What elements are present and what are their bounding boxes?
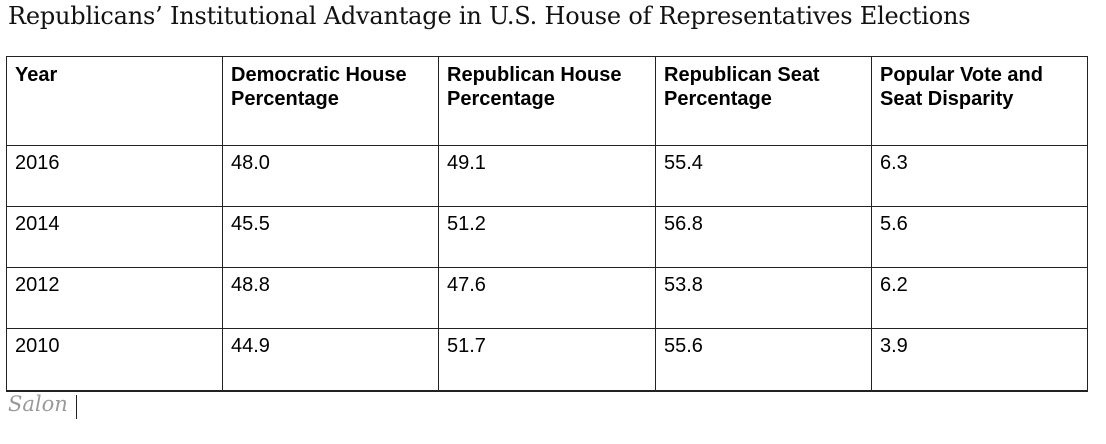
cell-democratic-house-percentage: 48.0 — [222, 145, 439, 207]
cell-year: 2012 — [6, 267, 223, 329]
cell-popular-vote-seat-disparity: 3.9 — [871, 328, 1088, 392]
cell-year: 2016 — [6, 145, 223, 207]
column-header-democratic-house-percentage: Democratic House Percentage — [222, 56, 439, 146]
column-header-year: Year — [6, 56, 223, 146]
cell-democratic-house-percentage: 45.5 — [222, 206, 439, 268]
table-row: 2016 48.0 49.1 55.4 6.3 — [6, 145, 1088, 207]
table-row: 2010 44.9 51.7 55.6 3.9 — [6, 328, 1088, 392]
page-title: Republicans’ Institutional Advantage in … — [8, 2, 971, 30]
text-cursor — [76, 395, 77, 419]
cell-year: 2014 — [6, 206, 223, 268]
data-table: Year Democratic House Percentage Republi… — [6, 56, 1088, 392]
cell-democratic-house-percentage: 44.9 — [222, 328, 439, 392]
column-header-popular-vote-seat-disparity: Popular Vote and Seat Disparity — [871, 56, 1088, 146]
cell-democratic-house-percentage: 48.8 — [222, 267, 439, 329]
cell-republican-house-percentage: 51.2 — [438, 206, 656, 268]
cell-popular-vote-seat-disparity: 6.2 — [871, 267, 1088, 329]
cell-year: 2010 — [6, 328, 223, 392]
cell-republican-seat-percentage: 55.6 — [655, 328, 872, 392]
table-row: 2012 48.8 47.6 53.8 6.2 — [6, 267, 1088, 329]
cell-republican-house-percentage: 51.7 — [438, 328, 656, 392]
cell-republican-house-percentage: 47.6 — [438, 267, 656, 329]
header-row: Year Democratic House Percentage Republi… — [6, 56, 1088, 146]
cell-popular-vote-seat-disparity: 6.3 — [871, 145, 1088, 207]
cell-popular-vote-seat-disparity: 5.6 — [871, 206, 1088, 268]
cell-republican-seat-percentage: 55.4 — [655, 145, 872, 207]
source-credit: Salon — [8, 392, 68, 416]
table-row: 2014 45.5 51.2 56.8 5.6 — [6, 206, 1088, 268]
column-header-republican-seat-percentage: Republican Seat Percentage — [655, 56, 872, 146]
column-header-republican-house-percentage: Republican House Percentage — [438, 56, 656, 146]
cell-republican-seat-percentage: 56.8 — [655, 206, 872, 268]
cell-republican-seat-percentage: 53.8 — [655, 267, 872, 329]
cell-republican-house-percentage: 49.1 — [438, 145, 656, 207]
